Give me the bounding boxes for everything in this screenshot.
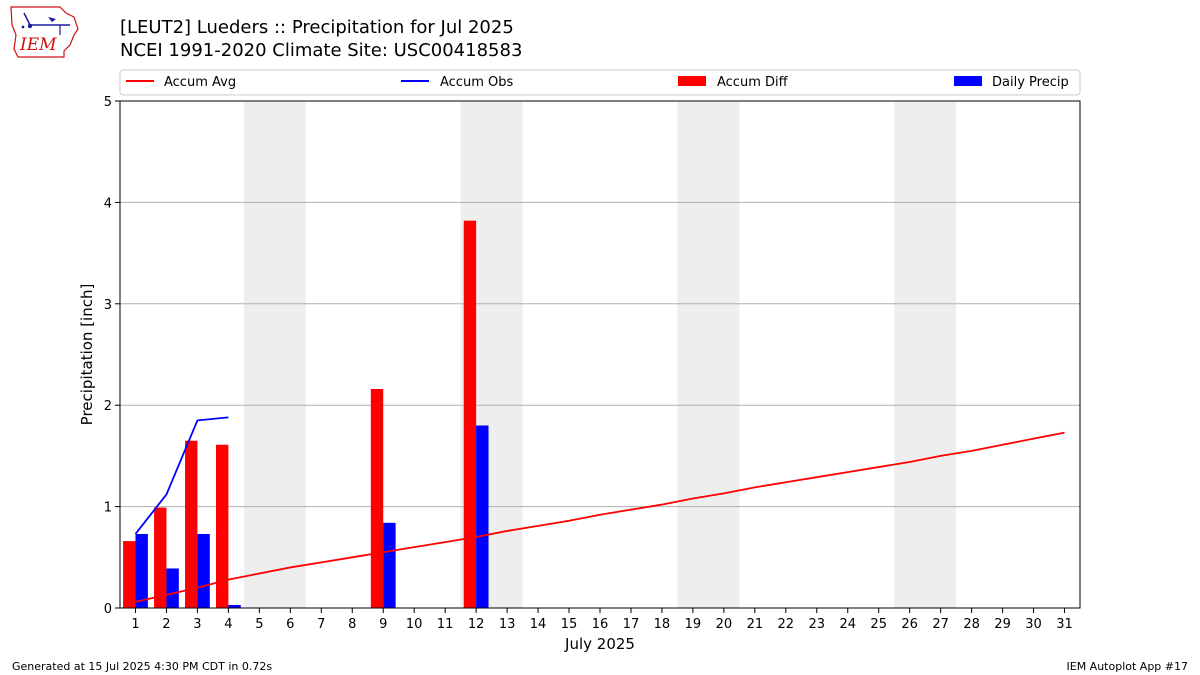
legend-swatch-daily_precip — [954, 76, 982, 86]
y-tick-label-5: 5 — [104, 95, 112, 110]
x-tick-label-2: 2 — [162, 617, 170, 632]
iem-logo-icon: IEM — [8, 5, 80, 59]
weekend-shade-2 — [677, 101, 740, 608]
y-tick-label-0: 0 — [104, 602, 112, 617]
x-tick-label-30: 30 — [1025, 617, 1042, 632]
y-tick-label-3: 3 — [104, 298, 112, 313]
x-tick-label-31: 31 — [1056, 617, 1073, 632]
accum-obs-line — [134, 416, 229, 535]
iem-logo-text: IEM — [19, 35, 57, 55]
x-tick-label-19: 19 — [685, 617, 702, 632]
x-tick-label-18: 18 — [654, 617, 671, 632]
x-tick-label-22: 22 — [778, 617, 795, 632]
generated-timestamp: Generated at 15 Jul 2025 4:30 PM CDT in … — [12, 660, 273, 673]
x-tick-label-7: 7 — [317, 617, 325, 632]
x-tick-label-13: 13 — [499, 617, 516, 632]
x-tick-label-16: 16 — [592, 617, 609, 632]
x-tick-label-23: 23 — [809, 617, 826, 632]
x-tick-label-29: 29 — [994, 617, 1011, 632]
daily-precip-bar-day-2 — [166, 568, 179, 608]
daily-precip-bar-day-9 — [383, 522, 396, 608]
accum-diff-bar-day-12 — [463, 220, 477, 609]
x-tick-label-10: 10 — [406, 617, 423, 632]
daily-precip-bar-day-1 — [135, 533, 148, 608]
weekend-shade-3 — [894, 101, 957, 608]
daily-precip-bar-day-3 — [197, 533, 210, 608]
x-tick-label-6: 6 — [286, 617, 294, 632]
x-tick-label-26: 26 — [901, 617, 918, 632]
x-tick-label-12: 12 — [468, 617, 485, 632]
x-tick-label-4: 4 — [224, 617, 232, 632]
bars — [123, 220, 489, 609]
accum-diff-bar-day-1 — [123, 541, 136, 608]
legend: Accum Avg Accum Obs Accum Diff Daily Precip — [119, 69, 1081, 96]
x-tick-label-11: 11 — [437, 617, 454, 632]
y-tick-label-1: 1 — [104, 501, 112, 516]
accum-diff-bar-day-9 — [370, 388, 384, 608]
x-tick-label-28: 28 — [963, 617, 980, 632]
x-axis-label: July 2025 — [564, 635, 635, 653]
legend-label-accum_diff: Accum Diff — [717, 75, 789, 90]
accum-diff-bar-day-4 — [216, 444, 229, 608]
x-tick-label-25: 25 — [870, 617, 887, 632]
x-tick-label-1: 1 — [131, 617, 139, 632]
weekend-shade-0 — [243, 101, 306, 608]
legend-label-daily_precip: Daily Precip — [992, 75, 1069, 90]
x-tick-label-15: 15 — [561, 617, 578, 632]
accum-avg-line — [135, 431, 1065, 603]
legend-label-accum_avg: Accum Avg — [164, 75, 236, 90]
x-tick-label-20: 20 — [716, 617, 733, 632]
y-axis-label: Precipitation [inch] — [78, 284, 96, 426]
accum-diff-bar-day-3 — [185, 440, 198, 608]
chart-subtitle: NCEI 1991-2020 Climate Site: USC00418583 — [120, 40, 523, 61]
chart-title: [LEUT2] Lueders :: Precipitation for Jul… — [120, 17, 514, 38]
x-tick-label-8: 8 — [348, 617, 356, 632]
x-tick-label-5: 5 — [255, 617, 263, 632]
daily-precip-bar-day-4 — [228, 604, 241, 608]
legend-swatch-accum_diff — [678, 76, 706, 86]
y-tick-label-4: 4 — [104, 196, 112, 211]
legend-box — [119, 69, 1081, 96]
x-tick-label-3: 3 — [193, 617, 201, 632]
legend-label-accum_obs: Accum Obs — [440, 75, 513, 90]
x-tick-label-17: 17 — [623, 617, 640, 632]
x-tick-label-9: 9 — [379, 617, 387, 632]
lines — [134, 416, 1065, 603]
x-tick-label-27: 27 — [932, 617, 949, 632]
accum-diff-bar-day-2 — [154, 507, 167, 608]
x-tick-label-24: 24 — [839, 617, 856, 632]
y-tick-label-2: 2 — [104, 399, 112, 414]
weekend-shading — [243, 101, 957, 608]
daily-precip-bar-day-12 — [476, 425, 489, 608]
x-tick-label-14: 14 — [530, 617, 547, 632]
app-credit: IEM Autoplot App #17 — [1066, 660, 1189, 673]
x-tick-label-21: 21 — [747, 617, 764, 632]
